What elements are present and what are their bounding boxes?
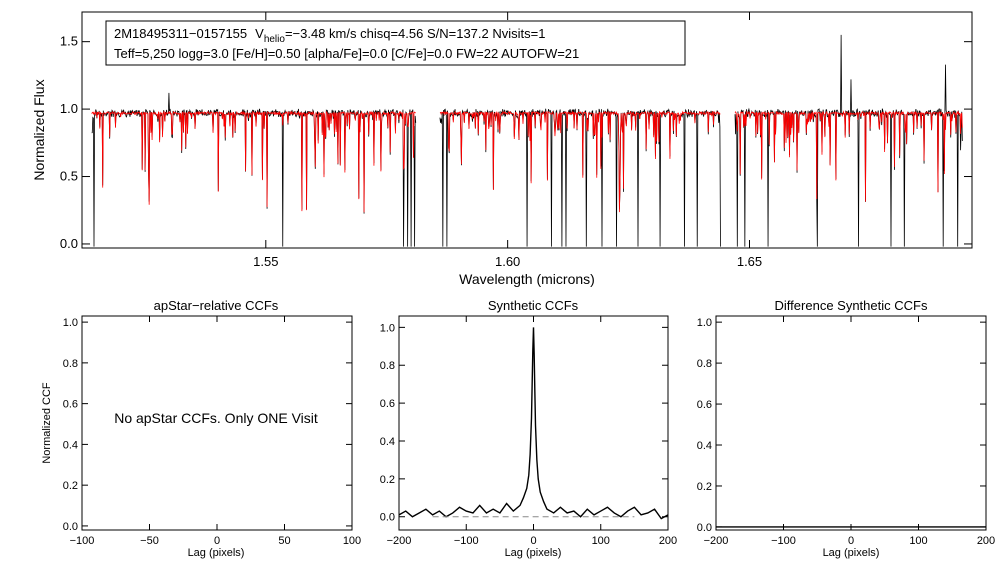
y-tick-label: 0.0 [63, 521, 78, 533]
y-tick-label: 0.0 [60, 236, 78, 251]
y-tick-label: 1.0 [60, 101, 78, 116]
y-tick-label: 0.8 [697, 358, 712, 370]
synthetic-ccf-data [398, 327, 669, 520]
y-tick-label: 0.2 [63, 480, 78, 492]
x-tick-label: 200 [659, 535, 677, 547]
spectrum-frame [81, 11, 973, 249]
vhelio-subscript: helio [264, 34, 286, 45]
y-tick-label: 0.8 [380, 360, 395, 372]
difference-ccf-x-axis-title: Lag (pixels) [823, 547, 880, 559]
synthetic-ccf-title: Synthetic CCFs [488, 298, 579, 313]
spectrum-y-axis-title: Normalized Flux [31, 79, 47, 180]
spectrum-ticks: 1.55 1.60 1.65 0.0 0.5 1.0 1.5 [60, 12, 972, 269]
y-tick-label: 0.4 [380, 436, 395, 448]
model-spectrum [91, 110, 963, 213]
x-tick-label: 100 [592, 535, 610, 547]
x-tick-label: 1.65 [737, 254, 762, 269]
apstar-ccf-title: apStar−relative CCFs [154, 298, 279, 313]
apstar-ccf-x-axis-title: Lag (pixels) [188, 547, 245, 559]
model-spectrum-segment [439, 110, 721, 213]
ccf-line [398, 327, 669, 520]
x-tick-label: 0 [530, 535, 536, 547]
legend-box: 2M18495311−0157155 Vhelio=−3.48 km/s chis… [105, 20, 686, 66]
x-tick-label: 100 [909, 535, 927, 547]
y-tick-label: 1.0 [380, 322, 395, 334]
y-tick-label: 0.6 [697, 399, 712, 411]
y-tick-label: 1.0 [697, 317, 712, 329]
x-tick-label: −200 [704, 535, 729, 547]
spectrum-panel: 1.55 1.60 1.65 0.0 0.5 1.0 1.5 2M18495311−0157… [31, 11, 973, 287]
x-tick-label: −100 [70, 535, 95, 547]
difference-ccf-panel: Difference Synthetic CCFs −200 −100 0 100 20… [697, 298, 995, 559]
synthetic-ccf-ticks: −200 −100 0 100 200 0.0 0.2 0.4 0.6 0.8 1.0 [380, 316, 677, 547]
y-tick-label: 0.4 [63, 439, 78, 451]
x-tick-label: 0 [848, 535, 854, 547]
synthetic-ccf-panel: Synthetic CCFs −200 −100 0 100 200 0.0 0.2 0.4 0… [380, 298, 677, 559]
apstar-ccf-panel: apStar−relative CCFs −100 −50 0 50 100 0.0 0.2… [41, 298, 361, 559]
apstar-ccf-ticks: −100 −50 0 50 100 0.0 0.2 0.4 0.6 0.8 1.0 [63, 316, 361, 547]
y-tick-label: 0.0 [380, 512, 395, 524]
observed-spectrum-segment [91, 92, 417, 247]
y-tick-label: 0.2 [380, 474, 395, 486]
observed-spectrum [91, 34, 963, 247]
x-tick-label: 100 [343, 535, 361, 547]
x-tick-label: 1.60 [495, 254, 520, 269]
y-tick-label: 1.5 [60, 34, 78, 49]
no-ccf-note: No apStar CCFs. Only ONE Visit [114, 410, 318, 426]
difference-ccf-ticks: −200 −100 0 100 200 0.0 0.2 0.4 0.6 0.8 1.0 [697, 316, 995, 547]
x-tick-label: −100 [771, 535, 796, 547]
model-spectrum-segment [91, 110, 416, 213]
x-tick-label: 0 [214, 535, 220, 547]
legend-line-2: Teff=5,250 logg=3.0 [Fe/H]=0.50 [alpha/F… [114, 46, 579, 61]
y-tick-label: 0.5 [60, 169, 78, 184]
legend-line-1-values: =−3.48 km/s chisq=4.56 S/N=137.2 Nvisits… [285, 26, 546, 41]
x-tick-label: 200 [977, 535, 995, 547]
x-tick-label: −100 [454, 535, 479, 547]
ccf-y-axis-title: Normalized CCF [41, 382, 53, 464]
difference-ccf-title: Difference Synthetic CCFs [775, 298, 928, 313]
legend-frame [105, 20, 686, 66]
y-tick-label: 0.2 [697, 481, 712, 493]
y-tick-label: 0.4 [697, 440, 712, 452]
synthetic-ccf-x-axis-title: Lag (pixels) [505, 547, 562, 559]
y-tick-label: 0.6 [63, 399, 78, 411]
x-tick-label: −50 [140, 535, 159, 547]
x-tick-label: 50 [278, 535, 290, 547]
y-tick-label: 0.0 [697, 522, 712, 534]
x-tick-label: −200 [387, 535, 412, 547]
y-tick-label: 1.0 [63, 317, 78, 329]
observed-spectrum-segment [439, 108, 721, 247]
spectrum-x-axis-title: Wavelength (microns) [459, 271, 595, 287]
vhelio-symbol: V [255, 26, 264, 41]
y-tick-label: 0.6 [380, 398, 395, 410]
legend-line-1: 2M18495311−0157155 Vhelio=−3.48 km/s chis… [114, 26, 545, 45]
difference-ccf-frame [715, 315, 987, 531]
model-spectrum-segment [734, 110, 963, 202]
object-id: 2M18495311−0157155 [114, 26, 247, 41]
y-tick-label: 0.8 [63, 358, 78, 370]
x-tick-label: 1.55 [253, 254, 278, 269]
